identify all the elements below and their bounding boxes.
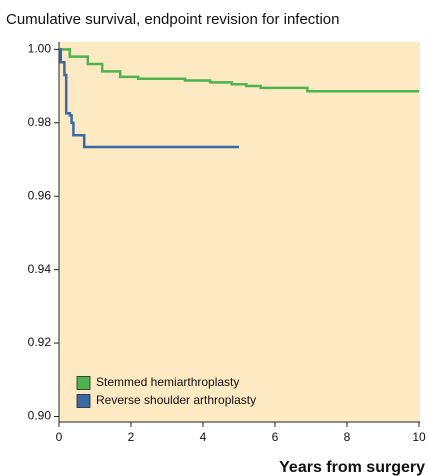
x-tick-label: 6	[272, 430, 279, 444]
y-tick-label: 0.94	[28, 262, 52, 276]
plot-background	[59, 42, 420, 422]
x-axis-label: Years from surgery	[279, 459, 425, 476]
y-tick-label: 1.00	[28, 42, 52, 56]
legend-swatch	[76, 394, 91, 408]
x-tick-label: 4	[200, 430, 207, 444]
x-tick-label: 10	[412, 430, 426, 444]
survival-line	[59, 48, 239, 149]
y-tick-label: 0.96	[28, 188, 52, 202]
legend-label: Stemmed hemiarthroplasty	[96, 375, 239, 389]
y-tick-label: 0.98	[28, 115, 52, 129]
x-tick-label: 8	[344, 430, 351, 444]
y-tick-label: 0.90	[28, 409, 52, 423]
x-tick-label: 0	[56, 430, 63, 444]
chart-title: Cumulative survival, endpoint revision f…	[6, 11, 340, 28]
legend-swatch	[76, 376, 91, 390]
legend-label: Reverse shoulder arthroplasty	[96, 393, 256, 407]
survival-line	[59, 48, 419, 93]
y-tick-label: 0.92	[28, 335, 52, 349]
x-tick-label: 2	[128, 430, 135, 444]
